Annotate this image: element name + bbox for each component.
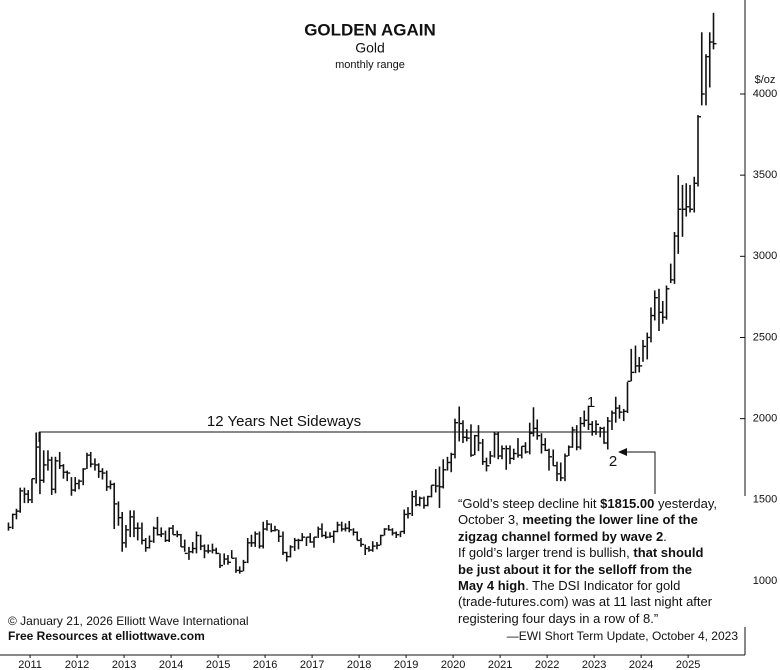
quote-text: registering four days in a row of 8.” — [458, 610, 659, 626]
quote-text: “Gold’s steep decline hit — [458, 496, 601, 511]
y-tick-label: 1500 — [753, 494, 777, 506]
x-tick-label: 2023 — [582, 659, 606, 670]
chart-title: GOLDEN AGAIN — [304, 20, 436, 39]
y-axis-label: $/oz — [755, 74, 776, 86]
y-tick-label: 3500 — [753, 169, 777, 181]
quote-line: “Gold’s steep decline hit $1815.00 yeste… — [458, 496, 748, 512]
quote-text: that should — [633, 545, 704, 561]
x-tick-label: 2014 — [159, 659, 183, 670]
y-tick-label: 3000 — [753, 250, 777, 262]
quote-line: May 4 high. The DSI Indicator for gold — [458, 578, 748, 594]
x-tick-label: 2011 — [18, 659, 42, 670]
quote-text: yesterday, — [654, 496, 717, 511]
wave-label: 2 — [609, 453, 617, 470]
x-tick-label: 2017 — [300, 659, 324, 670]
y-tick-label: 2000 — [753, 413, 777, 425]
quote-line: (trade-futures.com) was at 11 last night… — [458, 594, 748, 610]
y-tick-label: 4000 — [753, 88, 777, 100]
quote-text: May 4 high — [458, 578, 526, 594]
x-tick-label: 2022 — [535, 659, 559, 670]
x-tick-label: 2020 — [441, 659, 465, 670]
resources: Free Resources at elliottwave.com — [8, 629, 205, 643]
copyright: © January 21, 2026 Elliott Wave Internat… — [8, 614, 249, 628]
x-tick-label: 2019 — [394, 659, 418, 670]
x-tick-label: 2021 — [488, 659, 512, 670]
arrow — [624, 451, 656, 494]
y-tick-label: 2500 — [753, 331, 777, 343]
x-tick-label: 2018 — [347, 659, 371, 670]
quote-text: . The DSI Indicator for gold — [525, 578, 681, 594]
quote-text: If gold’s larger trend is bullish, — [458, 545, 634, 561]
quote-line: October 3, meeting the lower line of the — [458, 512, 748, 528]
x-tick-label: 2013 — [112, 659, 136, 670]
y-tick-label: 1000 — [753, 575, 777, 587]
quote-text: $1815.00 — [600, 496, 655, 511]
quote-line: If gold’s larger trend is bullish, that … — [458, 545, 748, 561]
x-tick-label: 2012 — [65, 659, 89, 670]
quote-text: zigzag channel formed by wave 2 — [458, 528, 664, 544]
quote-text: (trade-futures.com) was at 11 last night… — [458, 594, 713, 610]
x-tick-label: 2025 — [676, 659, 700, 670]
quote-line: zigzag channel formed by wave 2. — [458, 529, 748, 545]
source: —EWI Short Term Update, October 4, 2023 — [507, 629, 739, 643]
chart-subtitle: monthly range — [335, 59, 405, 71]
chart-subtitle: Gold — [355, 40, 385, 56]
quote-text: October 3, — [458, 512, 523, 528]
wave-label: 1 — [587, 394, 595, 411]
arrow-head — [618, 448, 627, 456]
quote-text: meeting the lower line of the — [522, 512, 698, 528]
annotation: 12 Years Net Sideways — [207, 413, 361, 430]
quote-text: be just about it for the selloff from th… — [458, 561, 692, 577]
quote: “Gold’s steep decline hit $1815.00 yeste… — [458, 496, 748, 628]
quote-line: be just about it for the selloff from th… — [458, 562, 748, 578]
x-tick-label: 2024 — [629, 659, 653, 670]
x-tick-label: 2016 — [253, 659, 277, 670]
quote-line: registering four days in a row of 8.” — [458, 611, 748, 627]
quote-text: . — [663, 528, 667, 544]
x-tick-label: 2015 — [206, 659, 230, 670]
